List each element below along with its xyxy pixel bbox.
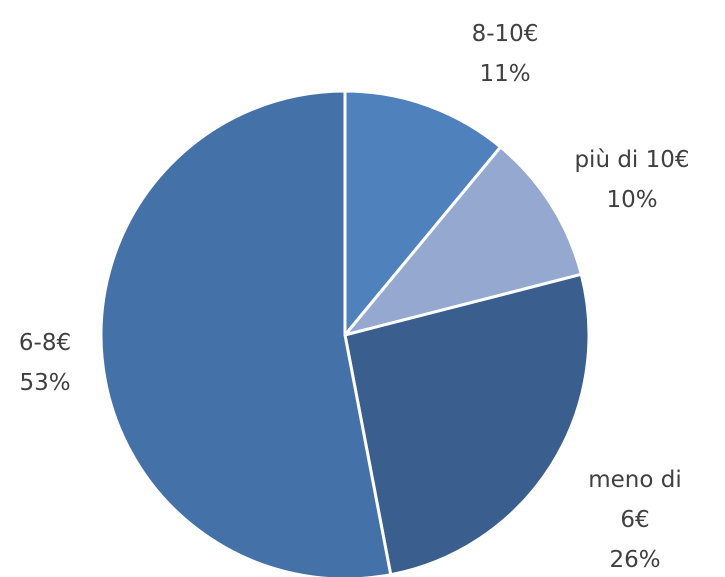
category-label: più di 10€ (574, 147, 690, 173)
value-label: 10% (606, 187, 658, 213)
pie-slice (99, 89, 393, 577)
slice-label: 6-8€ 53% (0, 323, 95, 403)
category-label: 6-8€ (18, 330, 72, 356)
pie-slice (343, 272, 591, 577)
slice-label: 8-10€ 11% (445, 14, 565, 94)
value-label: 53% (19, 370, 71, 396)
value-label: 11% (479, 61, 531, 87)
pie-slice (343, 89, 503, 337)
category-label: 8-10€ (471, 21, 539, 47)
category-label: meno di 6€ (588, 467, 682, 533)
slice-label: meno di 6€ 26% (573, 460, 698, 577)
value-label: 26% (609, 547, 661, 573)
slice-label: più di 10€ 10% (547, 140, 717, 220)
